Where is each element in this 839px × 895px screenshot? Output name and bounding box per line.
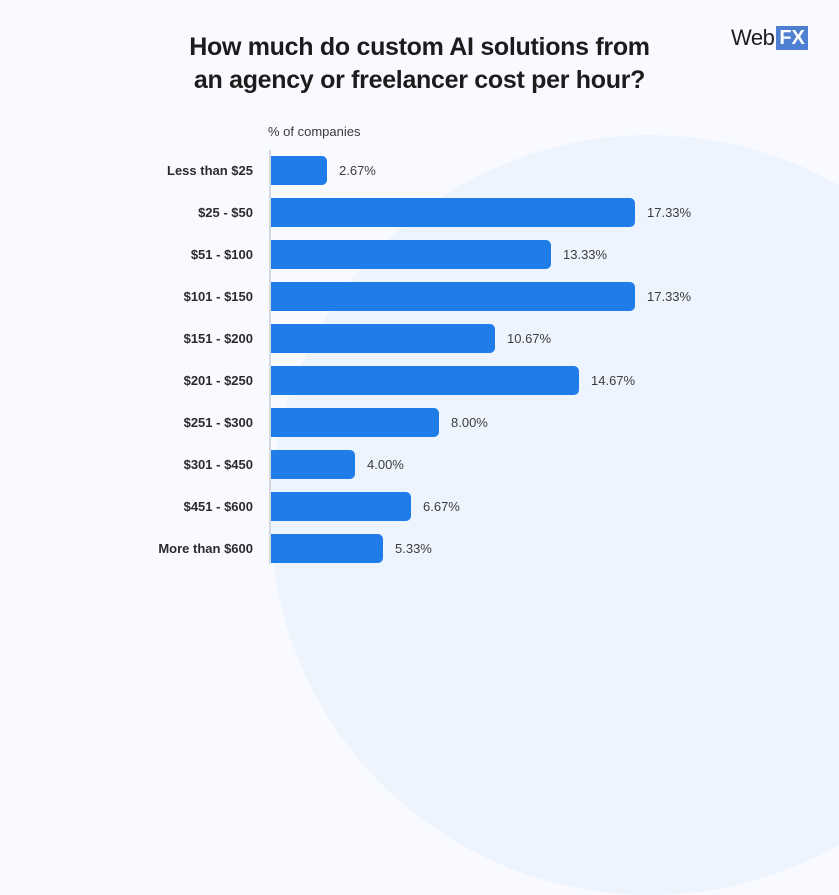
- chart-title: How much do custom AI solutions from an …: [0, 31, 839, 97]
- category-label: $451 - $600: [183, 499, 253, 514]
- title-line-2: an agency or freelancer cost per hour?: [193, 66, 646, 94]
- bar-row: $101 - $150 17.33%: [0, 282, 839, 311]
- category-label: $25 - $50: [198, 205, 253, 220]
- logo-text-web: Web: [731, 25, 775, 50]
- bar: [271, 282, 635, 311]
- category-label: $201 - $250: [183, 373, 253, 388]
- bar: [271, 324, 495, 353]
- category-label: $251 - $300: [183, 415, 253, 430]
- category-label: $301 - $450: [183, 457, 253, 472]
- value-label: 14.67%: [591, 373, 636, 388]
- logo-text-fx: FX: [776, 26, 808, 50]
- bar-row: $151 - $200 10.67%: [0, 324, 839, 353]
- bar-row: $451 - $600 6.67%: [0, 492, 839, 521]
- value-label: 2.67%: [339, 163, 376, 178]
- value-label: 13.33%: [563, 247, 608, 262]
- value-label: 10.67%: [507, 331, 552, 346]
- value-label: 8.00%: [451, 415, 488, 430]
- value-label: 17.33%: [647, 205, 692, 220]
- title-line-1: How much do custom AI solutions from: [189, 33, 650, 61]
- value-label: 17.33%: [647, 289, 692, 304]
- bar-row: $25 - $50 17.33%: [0, 198, 839, 227]
- bar-row: More than $600 5.33%: [0, 534, 839, 563]
- category-label: $101 - $150: [183, 289, 253, 304]
- value-label: 4.00%: [367, 457, 404, 472]
- value-label: 5.33%: [395, 541, 432, 556]
- bar: [271, 492, 411, 521]
- bar: [271, 156, 327, 185]
- bar-row: $51 - $100 13.33%: [0, 240, 839, 269]
- bar: [271, 450, 355, 479]
- bar-row: Less than $25 2.67%: [0, 156, 839, 185]
- category-label: More than $600: [158, 541, 253, 556]
- bar: [271, 366, 579, 395]
- bar: [271, 198, 635, 227]
- bar-row: $201 - $250 14.67%: [0, 366, 839, 395]
- y-axis-line: [269, 150, 271, 564]
- bar-row: $301 - $450 4.00%: [0, 450, 839, 479]
- value-label: 6.67%: [423, 499, 460, 514]
- category-label: $51 - $100: [190, 247, 253, 262]
- bar: [271, 240, 551, 269]
- category-label: Less than $25: [167, 163, 253, 178]
- x-axis-label: % of companies: [268, 124, 361, 139]
- bar-row: $251 - $300 8.00%: [0, 408, 839, 437]
- webfx-logo: Web FX: [731, 25, 808, 50]
- bar: [271, 408, 439, 437]
- bar: [271, 534, 383, 563]
- category-label: $151 - $200: [183, 331, 253, 346]
